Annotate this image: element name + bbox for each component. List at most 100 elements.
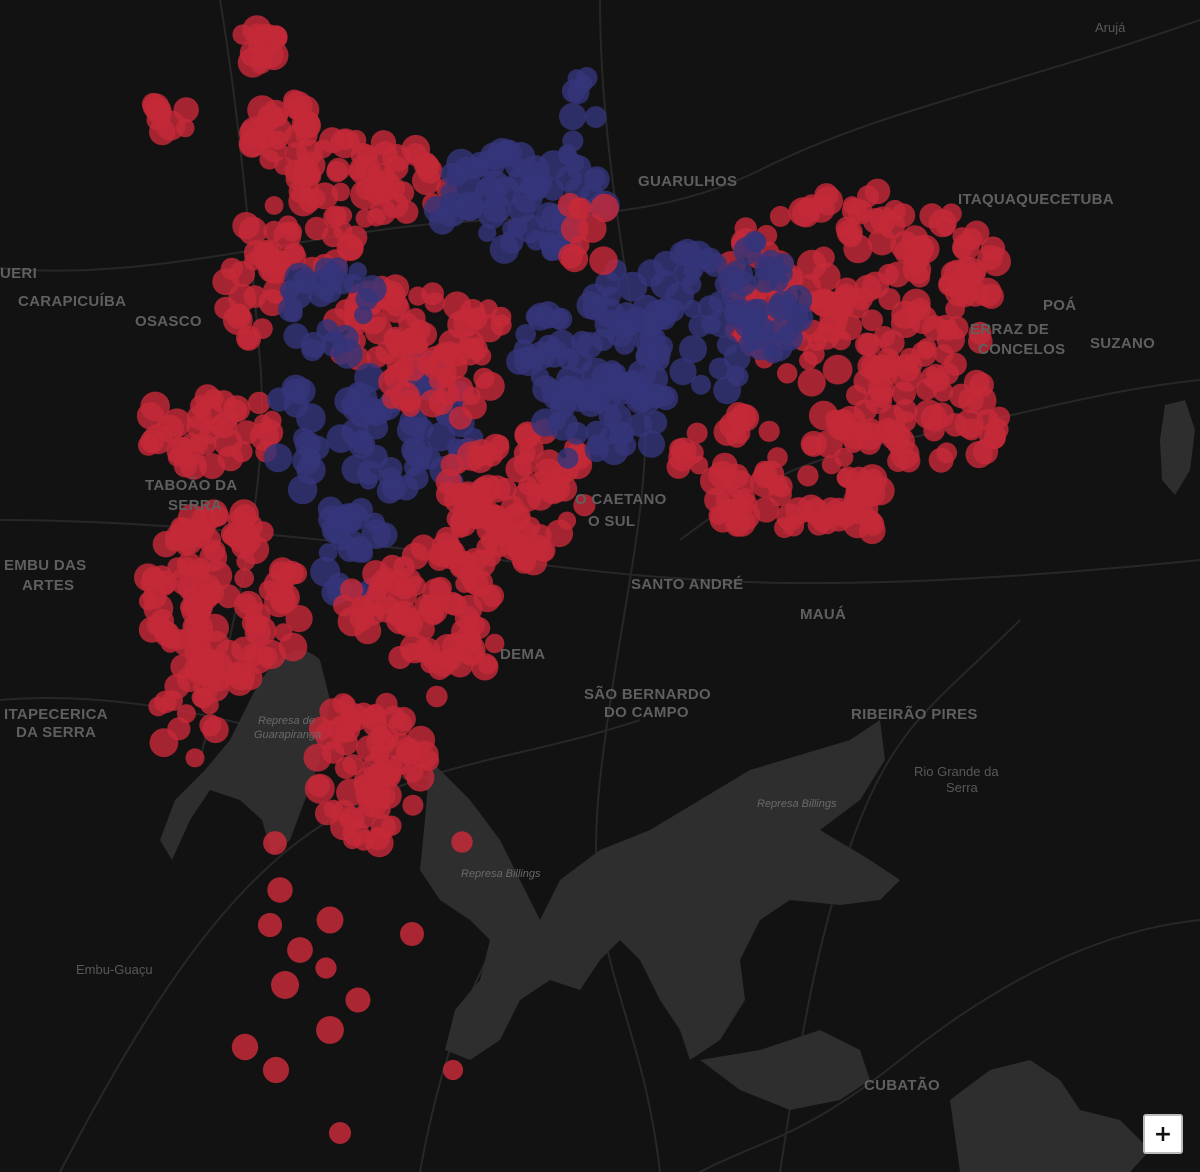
data-point (456, 195, 483, 222)
data-point (472, 510, 492, 529)
data-point (467, 549, 496, 578)
data-point (447, 376, 474, 402)
data-point (267, 877, 293, 903)
data-point (310, 556, 341, 587)
data-point (458, 640, 485, 666)
data-point (653, 250, 679, 277)
data-point (423, 195, 451, 224)
data-point (479, 299, 498, 319)
data-point (897, 449, 921, 473)
data-point (936, 362, 959, 385)
data-point (337, 234, 364, 261)
data-point (532, 375, 560, 403)
data-point (637, 430, 666, 458)
data-point (435, 526, 459, 550)
data-point (456, 441, 487, 471)
data-point (325, 205, 347, 227)
data-point (372, 176, 394, 198)
data-point (402, 794, 424, 816)
data-point (264, 25, 287, 48)
data-point (813, 323, 840, 350)
place-label: DO CAMPO (604, 704, 689, 721)
data-point (256, 639, 286, 670)
data-point (915, 378, 938, 401)
data-point (954, 409, 984, 439)
data-point (137, 434, 159, 456)
zoom-in-button[interactable]: + (1143, 1114, 1183, 1154)
data-point (797, 368, 826, 397)
data-point (713, 376, 742, 405)
data-point (478, 655, 498, 675)
data-point (508, 538, 527, 558)
data-point (945, 316, 969, 340)
data-point (797, 465, 819, 487)
place-label: ERRAZ DE (970, 321, 1049, 338)
data-point (365, 828, 394, 858)
data-point (968, 321, 992, 345)
data-point (263, 443, 293, 473)
data-point (326, 424, 356, 453)
data-point (643, 410, 668, 435)
data-point (197, 583, 220, 606)
data-point (725, 470, 754, 499)
data-point (293, 268, 319, 294)
data-point (822, 354, 853, 385)
data-point (294, 431, 321, 458)
data-point (346, 382, 370, 406)
data-point (861, 512, 885, 536)
data-point (278, 632, 308, 662)
place-label: Serra (946, 780, 979, 795)
data-point (184, 520, 213, 548)
data-point (417, 158, 443, 184)
data-point (614, 334, 635, 355)
place-label: GUARULHOS (638, 173, 737, 190)
data-point (257, 419, 284, 446)
data-point (330, 128, 361, 159)
data-point (240, 643, 264, 668)
data-point (758, 420, 780, 442)
data-point (232, 24, 253, 45)
data-point (341, 454, 371, 484)
data-point (669, 438, 691, 460)
data-point (891, 300, 920, 329)
data-point (632, 321, 662, 352)
data-point (348, 162, 367, 181)
data-point (271, 971, 299, 999)
place-label: SANTO ANDRÉ (631, 576, 743, 593)
represa-billings-water (420, 720, 900, 1060)
data-point (288, 186, 319, 217)
place-label: ARTES (22, 577, 74, 594)
data-point (723, 344, 751, 372)
data-point (960, 228, 983, 251)
data-point (220, 257, 243, 280)
data-point (977, 244, 1003, 271)
data-point (505, 142, 536, 172)
place-label: SUZANO (1090, 335, 1155, 352)
data-point (565, 421, 589, 445)
data-point (731, 271, 757, 297)
data-point (701, 314, 721, 335)
data-point (834, 287, 857, 310)
data-point (551, 475, 578, 502)
data-point (679, 335, 707, 364)
road (699, 919, 1200, 1172)
data-point (148, 696, 168, 717)
place-label: ITAQUAQUECETUBA (958, 191, 1114, 208)
place-label: CONCELOS (978, 341, 1065, 358)
data-point (245, 612, 268, 635)
data-point (203, 388, 224, 409)
data-point (576, 291, 605, 320)
place-label: O SUL (588, 513, 635, 530)
data-point (916, 341, 936, 360)
data-point (442, 1059, 464, 1081)
data-point (811, 262, 841, 292)
data-point (505, 456, 532, 483)
data-points-layer (134, 15, 1012, 1144)
data-point (467, 156, 489, 178)
data-point (632, 294, 661, 324)
data-point (295, 124, 318, 147)
data-point (209, 506, 230, 526)
data-point (874, 383, 893, 402)
